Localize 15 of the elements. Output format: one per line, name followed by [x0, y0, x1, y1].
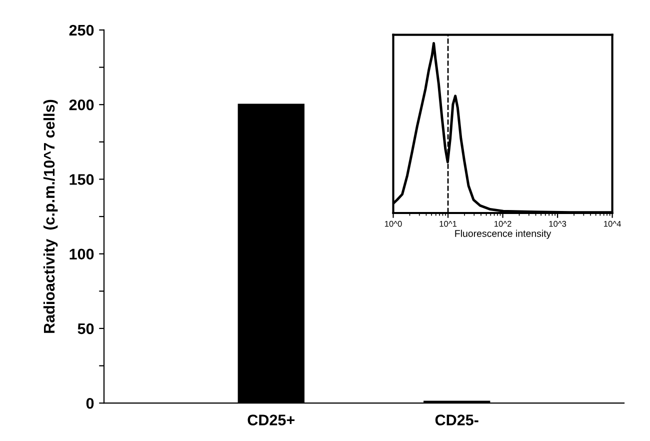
y-tick-label: 100 [70, 248, 94, 260]
x-tick-label: 10^3 [549, 220, 566, 227]
x-tick-label: CD25+ [248, 414, 295, 426]
x-tick-label: 10^4 [604, 220, 621, 227]
x-tick-label: 10^0 [384, 220, 402, 227]
y-tick-label: 0 [86, 398, 94, 409]
x-axis-title: Fluorescence intensity [455, 230, 552, 239]
y-tick-label: 50 [78, 323, 94, 334]
y-axis-title: Radioactivity (c.p.m./10^7 cells) [43, 100, 58, 333]
x-tick-label: CD25- [435, 414, 478, 426]
y-tick-label: 150 [70, 174, 94, 185]
y-tick-label: 250 [69, 24, 94, 36]
x-tick-label: 10^1 [440, 220, 457, 227]
x-tick-label: 10^2 [494, 220, 512, 227]
y-tick-label: 200 [69, 99, 94, 110]
